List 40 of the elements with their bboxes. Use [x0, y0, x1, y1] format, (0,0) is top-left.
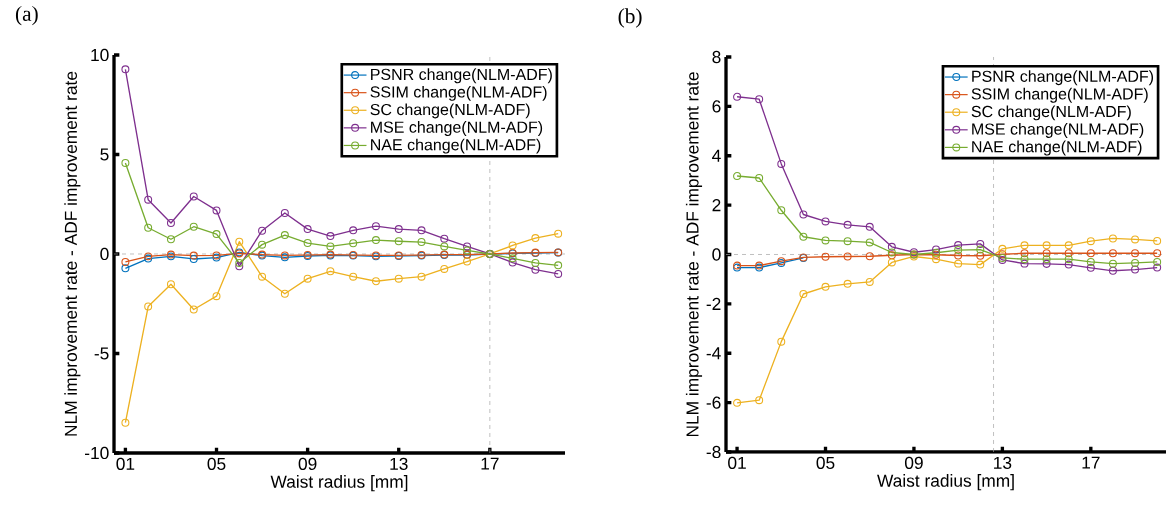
y-tick-label: -5: [94, 347, 109, 360]
y-axis-title: NLM improvement rate - ADF improvement rate: [685, 72, 703, 437]
legend-label: MSE change(NLM-ADF): [972, 123, 1144, 138]
legend-label: PSNR change(NLM-ADF): [371, 68, 552, 84]
x-tick-label: 05: [816, 456, 835, 469]
legend-label: NAE change(NLM-ADF): [371, 138, 541, 154]
x-tick-label: 13: [390, 457, 408, 470]
chart-title: (b): [618, 8, 642, 28]
y-tick-label: 0: [100, 247, 109, 261]
legend-label: MSE change(NLM-ADF): [371, 121, 543, 136]
y-tick-label: 10: [91, 48, 109, 62]
legend-label: SC change(NLM-ADF): [370, 103, 530, 119]
legend-label: SSIM change(NLM-ADF): [370, 85, 547, 101]
legend-label: SC change(NLM-ADF): [971, 105, 1131, 121]
legend-label: PSNR change(NLM-ADF): [972, 70, 1154, 86]
x-tick-label: 01: [116, 457, 135, 470]
y-tick-label: 5: [100, 148, 109, 161]
y-tick-label: 8: [712, 50, 721, 64]
y-tick-label: 0: [712, 248, 721, 261]
chart-title: (a): [15, 5, 38, 26]
y-tick-label: 2: [712, 199, 721, 212]
y-axis-title: NLM improvement rate - ADF improvement rate: [64, 71, 81, 436]
legend-label: SSIM change(NLM-ADF): [971, 87, 1148, 103]
y-tick-label: -4: [706, 347, 721, 360]
x-tick-label: 09: [298, 457, 317, 470]
y-tick-label: -8: [706, 445, 721, 459]
x-tick-label: 17: [481, 457, 499, 470]
x-tick-label: 01: [728, 456, 746, 469]
y-tick-label: 4: [712, 149, 721, 162]
y-tick-label: -6: [706, 396, 721, 409]
x-tick-label: 17: [1082, 456, 1100, 469]
x-tick-label: 09: [904, 456, 923, 469]
x-axis-title: Waist radius [mm]: [270, 475, 408, 492]
x-tick-label: 05: [207, 457, 226, 470]
y-tick-label: 6: [712, 100, 721, 113]
x-axis-title: Waist radius [mm]: [877, 474, 1014, 491]
x-tick-label: 13: [994, 456, 1012, 469]
y-tick-label: -2: [706, 297, 721, 310]
legend-label: NAE change(NLM-ADF): [972, 140, 1142, 156]
y-tick-label: -10: [85, 446, 109, 460]
